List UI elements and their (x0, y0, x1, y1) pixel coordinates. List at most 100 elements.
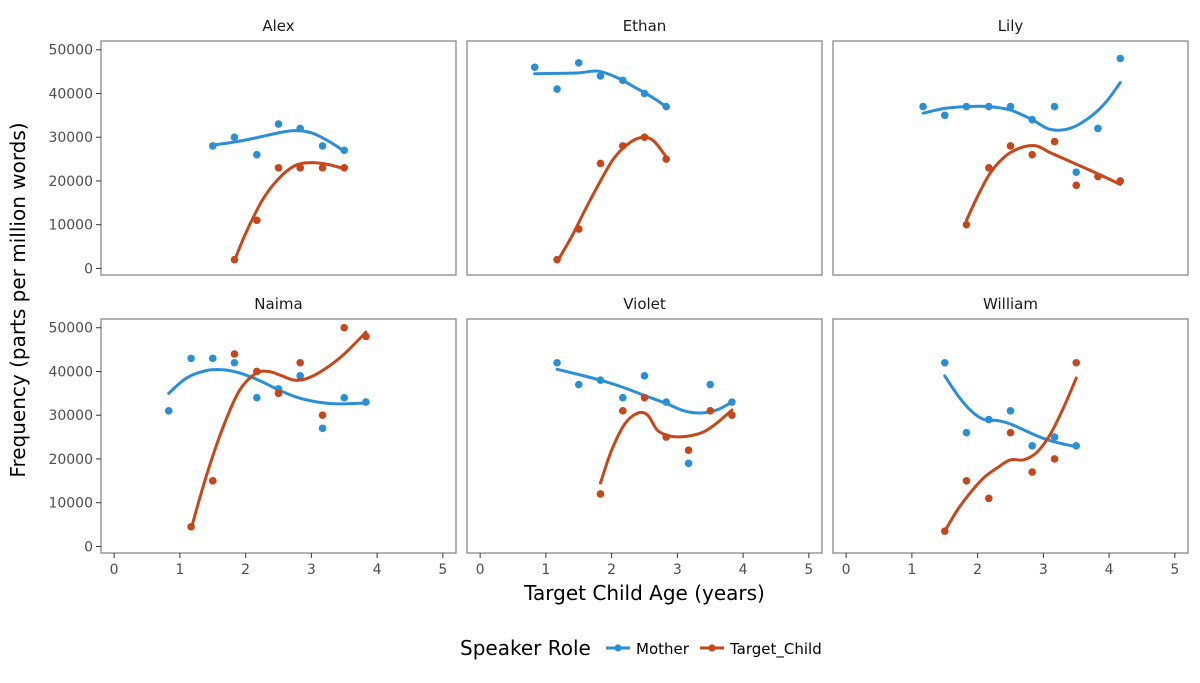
data-point-ethan-target-child (553, 255, 561, 264)
legend-key-target-child-point (708, 644, 716, 652)
data-point-naima-mother (187, 354, 195, 363)
series-lily-mother (919, 54, 1125, 177)
panel-frame-ethan (466, 40, 823, 276)
panel-title-william: William (983, 295, 1038, 313)
data-point-violet-mother (574, 380, 583, 389)
smooth-line-ethan-mother (533, 69, 668, 109)
data-point-lily-target-child (1072, 181, 1081, 190)
x-tick-label: 1 (541, 562, 550, 578)
legend-label-mother: Mother (636, 640, 690, 658)
x-tick-label: 5 (438, 562, 447, 578)
y-tick-label: 50000 (48, 321, 93, 337)
legend: Speaker Role Mother Target_Child (460, 636, 822, 660)
data-point-william-mother (962, 428, 971, 437)
data-point-lily-target-child (1116, 177, 1125, 185)
data-point-ethan-target-child (574, 225, 583, 233)
data-point-william-mother (1050, 433, 1059, 441)
data-point-lily-mother (962, 102, 971, 111)
data-point-lily-mother (985, 102, 993, 111)
data-point-ethan-target-child (640, 133, 649, 142)
series-lily-target-child (962, 137, 1125, 229)
series-william-target-child (940, 358, 1081, 535)
panel-alex: Alex 0 10000 20000 30000 40000 50000 (48, 17, 457, 277)
data-point-violet-mother (684, 459, 693, 468)
legend-item-mother: Mother (606, 640, 690, 658)
data-point-ethan-target-child (596, 159, 605, 168)
panel-title-alex: Alex (262, 17, 294, 35)
data-point-lily-mother (1072, 168, 1081, 177)
x-tick-label: 2 (607, 562, 616, 578)
data-point-naima-mother (208, 354, 217, 363)
x-tick-label: 1 (907, 562, 916, 578)
smooth-line-william-target-child (943, 376, 1078, 533)
data-point-alex-mother (230, 133, 239, 142)
data-point-naima-mother (164, 407, 173, 415)
data-point-lily-target-child (1028, 150, 1036, 159)
x-axis-title: Target Child Age (years) (523, 581, 765, 605)
y-tick-label: 20000 (48, 174, 93, 190)
smooth-line-alex-mother (211, 129, 346, 153)
smooth-line-naima-mother (167, 367, 368, 406)
data-point-lily-target-child (1050, 137, 1059, 146)
legend-title: Speaker Role (460, 636, 591, 660)
data-point-william-target-child (985, 494, 993, 503)
data-point-lily-mother (1028, 115, 1036, 124)
panel-title-violet: Violet (623, 295, 666, 313)
data-point-alex-target-child (296, 164, 304, 172)
data-point-violet-mother (640, 372, 649, 380)
data-point-lily-mother (1094, 124, 1102, 133)
data-point-william-target-child (1028, 468, 1036, 476)
data-point-violet-mother (553, 358, 561, 367)
panel-frame-naima (100, 318, 457, 554)
data-point-naima-target-child (253, 367, 261, 376)
series-ethan-target-child (553, 133, 670, 264)
data-point-william-target-child (1006, 428, 1015, 437)
x-tick-label: 2 (241, 562, 250, 578)
legend-label-target-child: Target_Child (729, 640, 822, 659)
x-tick-label: 3 (673, 562, 682, 578)
data-point-naima-target-child (208, 477, 217, 485)
data-point-ethan-mother (596, 72, 605, 80)
data-point-lily-target-child (985, 164, 993, 172)
x-tick-label: 4 (739, 562, 748, 578)
data-point-william-mother (1006, 407, 1015, 415)
panel-violet: Violet 0 1 2 3 4 5 (466, 295, 823, 578)
y-tick-label: 0 (84, 539, 93, 555)
data-point-ethan-mother (640, 89, 649, 98)
data-point-alex-mother (296, 124, 304, 133)
data-point-alex-target-child (274, 164, 283, 172)
data-point-william-target-child (962, 477, 971, 485)
data-point-naima-mother (340, 393, 349, 402)
series-alex-mother (208, 120, 349, 159)
data-point-naima-target-child (230, 350, 239, 358)
data-point-ethan-mother (574, 59, 583, 67)
data-point-violet-target-child (619, 407, 627, 415)
data-point-violet-target-child (596, 490, 605, 498)
data-point-ethan-target-child (662, 155, 670, 163)
data-point-alex-mother (318, 142, 327, 150)
panel-title-ethan: Ethan (623, 17, 667, 35)
data-point-violet-mother (706, 380, 715, 389)
series-ethan-mother (530, 59, 670, 111)
data-point-naima-target-child (318, 411, 327, 420)
data-point-violet-target-child (728, 411, 736, 420)
data-point-violet-mother (728, 398, 736, 406)
data-point-naima-target-child (274, 389, 283, 398)
panel-lily: Lily (832, 17, 1189, 276)
data-point-alex-target-child (340, 164, 349, 172)
data-point-alex-mother (253, 150, 261, 159)
panel-title-naima: Naima (254, 295, 302, 313)
y-tick-label: 50000 (48, 43, 93, 59)
data-point-naima-mother (318, 424, 327, 433)
x-tick-label: 1 (175, 562, 184, 578)
y-tick-label: 20000 (48, 452, 93, 468)
y-tick-label: 0 (84, 261, 93, 277)
data-point-naima-mother (230, 358, 239, 367)
data-point-naima-target-child (362, 332, 370, 341)
data-point-lily-mother (919, 102, 927, 111)
data-point-ethan-mother (662, 102, 670, 111)
data-point-violet-target-child (640, 393, 649, 402)
data-point-william-mother (985, 415, 993, 424)
smooth-line-lily-target-child (964, 143, 1122, 222)
